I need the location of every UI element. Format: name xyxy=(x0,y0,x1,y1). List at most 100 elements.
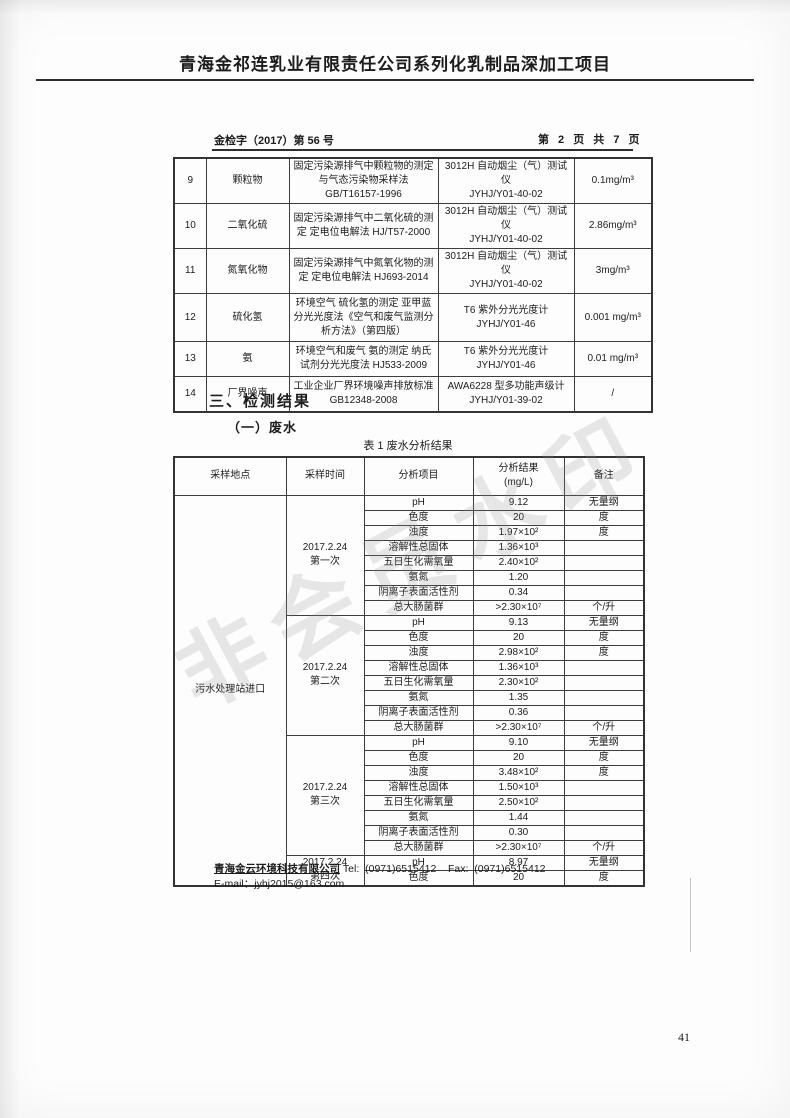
cell-analysis-item: 溶解性总固体 xyxy=(363,539,474,556)
table-row: 污水处理站进口 2017.2.24 第一次 pH 9.12 无量纲 xyxy=(173,494,645,886)
table-row: 溶解性总固体 1.36×10³ xyxy=(174,659,645,676)
instrument-code: JYHJ/Y01-40-02 xyxy=(469,189,543,200)
table-header-row: 采样地点 采样时间 分析项目 分析结果 (mg/L) 备注 xyxy=(173,456,645,496)
cell-note: 无量纲 xyxy=(563,854,645,871)
instrument-name: 3012H 自动烟尘（气）测试仪 xyxy=(444,206,568,231)
sampling-time-cell: 2017.2.24 第三次 xyxy=(285,734,365,856)
instrument-name: T6 紫外分光光度计 xyxy=(463,304,549,316)
sampling-date: 2017.2.24 xyxy=(302,542,348,553)
cell-instrument: T6 紫外分光光度计 JYHJ/Y01-46 xyxy=(437,293,575,342)
cell-note xyxy=(563,659,645,676)
cell-limit: / xyxy=(573,376,653,412)
cell-result: 1.36×10³ xyxy=(472,659,565,676)
cell-instrument: 3012H 自动烟尘（气）测试仪 JYHJ/Y01-40-02 xyxy=(437,157,575,204)
table-row: 氨氮 1.44 xyxy=(174,809,645,826)
cell-item: 氨 xyxy=(205,341,290,377)
cell-note: 无量纲 xyxy=(563,734,645,751)
cell-result: 20 xyxy=(472,509,565,526)
cell-note xyxy=(563,779,645,796)
cell-analysis-item: 氨氮 xyxy=(363,809,474,826)
page-number: 41 xyxy=(678,1030,690,1044)
footer-fax: (0971)6515412 xyxy=(474,863,546,875)
table-row: 五日生化需氧量 2.50×10² xyxy=(174,794,645,811)
table-row: 14 厂界噪声 工业企业厂界环境噪声排放标准 GB12348-2008 AWA6… xyxy=(173,376,653,412)
cell-result: 1.35 xyxy=(472,689,565,706)
cell-instrument: T6 紫外分光光度计 JYHJ/Y01-46 xyxy=(437,341,575,377)
sampling-date: 2017.2.24 xyxy=(302,857,348,868)
cell-note xyxy=(563,809,645,826)
table-row: 总大肠菌群 >2.30×10⁷ 个/升 xyxy=(174,719,645,736)
cell-note: 度 xyxy=(563,764,645,781)
cell-result: 1.50×10³ xyxy=(472,779,565,796)
table-row: 浊度 2.98×10² 度 xyxy=(174,644,645,661)
cell-result: 9.13 xyxy=(472,614,565,631)
sampling-location-cell: 污水处理站进口 xyxy=(173,494,287,886)
cell-result: 2.30×10² xyxy=(472,674,565,691)
cell-analysis-item: pH xyxy=(363,614,474,631)
cell-analysis-item: 溶解性总固体 xyxy=(363,779,474,796)
cell-limit: 0.001 mg/m³ xyxy=(573,293,653,342)
cell-note xyxy=(563,704,645,721)
footer-fax-label: Fax: xyxy=(448,863,469,875)
cell-result: 20 xyxy=(472,629,565,646)
table-row: 五日生化需氧量 2.30×10² xyxy=(174,674,645,691)
header-location: 采样地点 xyxy=(173,456,287,496)
header-result-line2: (mg/L) xyxy=(504,477,533,489)
sampling-date: 2017.2.24 xyxy=(302,782,348,793)
cell-no: 10 xyxy=(173,203,207,249)
header-result: 分析结果 (mg/L) xyxy=(472,456,565,496)
cell-result: 1.36×10³ xyxy=(472,539,565,556)
cell-method: 环境空气 硫化氢的测定 亚甲蓝分光光度法《空气和废气监测分析方法》（第四版） xyxy=(288,293,439,342)
instrument-code: JYHJ/Y01-39-02 xyxy=(469,394,543,406)
cell-analysis-item: 五日生化需氧量 xyxy=(363,554,474,571)
cell-instrument: AWA6228 型多功能声级计 JYHJ/Y01-39-02 xyxy=(437,376,575,412)
cell-result: 9.10 xyxy=(472,734,565,751)
cell-result: 2.40×10² xyxy=(472,554,565,571)
cell-result: 2.50×10² xyxy=(472,794,565,811)
instrument-name: T6 紫外分光光度计 xyxy=(463,346,549,357)
cell-analysis-item: 色度 xyxy=(363,629,474,646)
sampling-seq: 第三次 xyxy=(310,796,340,807)
cell-note: 度 xyxy=(563,524,645,541)
footer-tel: (0971)6515412 xyxy=(365,863,437,875)
cell-instrument: 3012H 自动烟尘（气）测试仪 JYHJ/Y01-40-02 xyxy=(437,248,575,294)
cell-method: 固定污染源排气中二氧化硫的测定 定电位电解法 HJ/T57-2000 xyxy=(288,203,439,249)
instrument-code: JYHJ/Y01-46 xyxy=(476,318,536,330)
table-row: 总大肠菌群 >2.30×10⁷ 个/升 xyxy=(174,839,645,856)
table-row: 11 氮氧化物 固定污染源排气中氮氧化物的测定 定电位电解法 HJ693-201… xyxy=(173,248,653,294)
instrument-name: 3012H 自动烟尘（气）测试仪 xyxy=(444,161,568,186)
sampling-seq: 第二次 xyxy=(310,676,340,687)
cell-result: >2.30×10⁷ xyxy=(472,839,565,856)
cell-analysis-item: 浊度 xyxy=(363,524,474,541)
cell-analysis-item: pH xyxy=(363,734,474,751)
cell-analysis-item: 阴离子表面活性剂 xyxy=(363,824,474,841)
table-row: 12 硫化氢 环境空气 硫化氢的测定 亚甲蓝分光光度法《空气和废气监测分析方法》… xyxy=(173,293,653,342)
cell-analysis-item: 总大肠菌群 xyxy=(363,599,474,616)
instrument-name: AWA6228 型多功能声级计 xyxy=(447,380,565,392)
table-row: 2017.2.24 第四次 pH 8.97 无量纲 xyxy=(174,854,645,886)
table-row: 2017.2.24 第三次 pH 9.10 无量纲 xyxy=(174,734,645,856)
cell-note: 无量纲 xyxy=(563,614,645,631)
cell-method: 工业企业厂界环境噪声排放标准 GB12348-2008 xyxy=(288,376,439,412)
table-row: 13 氨 环境空气和废气 氨的测定 纳氏试剂分光光度法 HJ533-2009 T… xyxy=(173,341,653,377)
cell-limit: 0.1mg/m³ xyxy=(573,157,653,204)
sampling-seq: 第四次 xyxy=(310,871,340,882)
cell-analysis-item: 色度 xyxy=(363,749,474,766)
cell-no: 9 xyxy=(173,157,207,204)
cell-no: 12 xyxy=(173,293,207,342)
cell-note xyxy=(563,794,645,811)
cell-method: 固定污染源排气中氮氧化物的测定 定电位电解法 HJ693-2014 xyxy=(288,248,439,294)
cell-note xyxy=(563,584,645,601)
cell-limit: 3mg/m³ xyxy=(573,248,653,294)
cell-method: 环境空气和废气 氨的测定 纳氏试剂分光光度法 HJ533-2009 xyxy=(288,341,439,377)
table-row: 溶解性总固体 1.50×10³ xyxy=(174,779,645,796)
cell-analysis-item: 浊度 xyxy=(363,764,474,781)
sampling-date: 2017.2.24 xyxy=(302,662,348,673)
cell-result: 0.30 xyxy=(472,824,565,841)
cell-note xyxy=(563,554,645,571)
cell-result: 3.48×10² xyxy=(472,764,565,781)
sampling-time-cell: 2017.2.24 第二次 xyxy=(285,614,365,736)
cell-no: 13 xyxy=(173,341,207,377)
cell-analysis-item: 总大肠菌群 xyxy=(363,839,474,856)
cell-analysis-item: 总大肠菌群 xyxy=(363,719,474,736)
